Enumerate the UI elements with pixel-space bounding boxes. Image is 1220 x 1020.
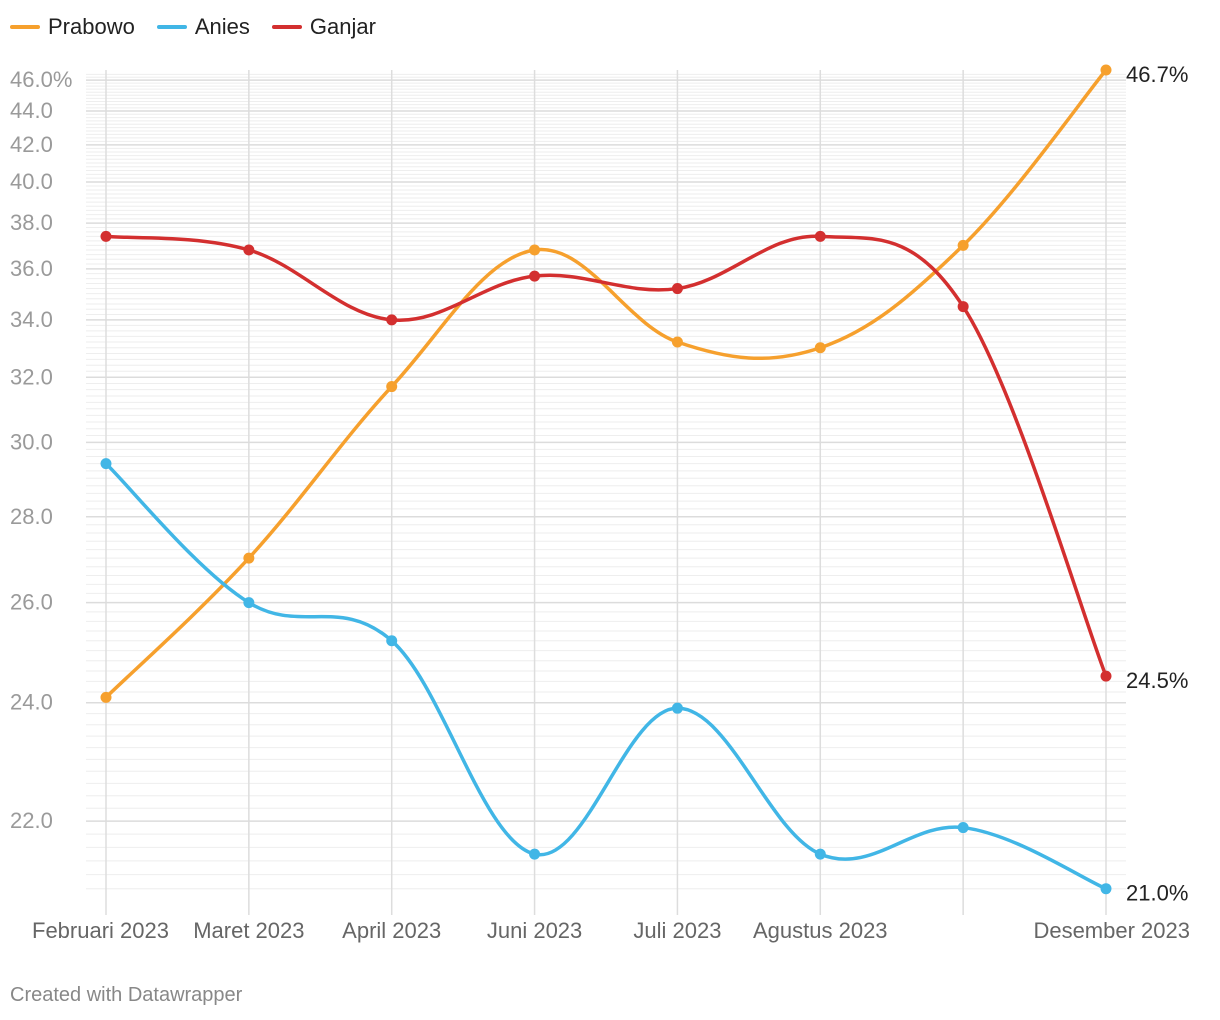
legend-item-prabowo: Prabowo <box>10 14 135 40</box>
y-tick-label: 30.0 <box>10 429 53 454</box>
series-line-anies <box>104 461 1108 891</box>
y-tick-label: 40.0 <box>10 169 53 194</box>
data-point-anies <box>1100 883 1112 895</box>
x-tick-label: Agustus 2023 <box>753 918 888 943</box>
data-point-prabowo <box>243 552 255 564</box>
data-point-prabowo <box>814 342 826 354</box>
y-tick-label: 38.0 <box>10 210 53 235</box>
series-prabowo: 46.7% <box>100 62 1188 703</box>
data-point-prabowo <box>100 691 112 703</box>
series-anies: 21.0% <box>100 458 1188 906</box>
legend-item-anies: Anies <box>156 14 250 40</box>
data-point-anies <box>814 848 826 860</box>
y-tick-label: 34.0 <box>10 307 53 332</box>
y-axis: 46.0% 44.0 42.0 40.0 38.0 36.0 34.0 32.0 30.0 28.… <box>10 67 1126 833</box>
y-tick-label: 28.0 <box>10 504 53 529</box>
data-point-prabowo <box>1100 64 1112 76</box>
data-point-ganjar <box>100 230 112 242</box>
y-tick-label: 36.0 <box>10 256 53 281</box>
data-point-ganjar <box>957 301 969 313</box>
data-point-ganjar <box>671 283 683 295</box>
series-ganjar: 24.5% <box>100 230 1188 693</box>
data-point-anies <box>100 458 112 470</box>
legend-label-ganjar: Ganjar <box>309 14 376 39</box>
x-tick-label: April 2023 <box>342 918 441 943</box>
y-tick-label: 44.0 <box>10 98 53 123</box>
legend-label-prabowo: Prabowo <box>48 14 135 39</box>
data-point-ganjar <box>243 244 255 256</box>
y-tick-label: 26.0 <box>10 590 53 615</box>
x-tick-label: Maret 2023 <box>193 918 304 943</box>
minor-gridlines <box>86 73 1126 890</box>
data-point-ganjar <box>529 270 541 282</box>
end-label-ganjar: 24.5% <box>1126 668 1188 693</box>
y-tick-label: 32.0 <box>10 364 53 389</box>
data-point-prabowo <box>671 336 683 348</box>
legend-label-anies: Anies <box>194 14 250 39</box>
footer-credit: Created with Datawrapper <box>10 984 243 1006</box>
y-tick-label: 24.0 <box>10 690 53 715</box>
x-tick-label: Juni 2023 <box>487 918 582 943</box>
legend-item-ganjar: Ganjar <box>271 14 376 40</box>
vertical-gridlines <box>105 70 1107 915</box>
end-label-anies: 21.0% <box>1126 881 1188 906</box>
data-point-anies <box>529 848 541 860</box>
data-point-anies <box>386 635 398 647</box>
legend-swatch-anies <box>156 25 187 29</box>
data-point-anies <box>243 597 255 609</box>
end-label-prabowo: 46.7% <box>1126 62 1188 87</box>
data-point-anies <box>671 702 683 714</box>
legend: Prabowo Anies Ganjar <box>10 14 376 40</box>
legend-swatch-prabowo <box>10 25 40 29</box>
series-line-prabowo <box>104 68 1108 700</box>
series-line-ganjar <box>104 234 1108 678</box>
y-tick-label: 42.0 <box>10 132 53 157</box>
x-tick-label: Desember 2023 <box>1033 918 1190 943</box>
x-tick-label: Februari 2023 <box>32 918 169 943</box>
legend-swatch-ganjar <box>271 25 302 29</box>
y-tick-label: 46.0% <box>10 67 72 92</box>
y-tick-label: 22.0 <box>10 808 53 833</box>
x-axis: Februari 2023 Maret 2023 April 2023 Juni 20… <box>32 918 1190 943</box>
data-point-ganjar <box>386 314 398 326</box>
data-point-prabowo <box>957 239 969 251</box>
data-point-ganjar <box>1100 670 1112 682</box>
data-point-ganjar <box>814 230 826 242</box>
x-tick-label: Juli 2023 <box>633 918 721 943</box>
data-point-anies <box>957 822 969 834</box>
data-point-prabowo <box>386 381 398 393</box>
data-point-prabowo <box>529 244 541 256</box>
